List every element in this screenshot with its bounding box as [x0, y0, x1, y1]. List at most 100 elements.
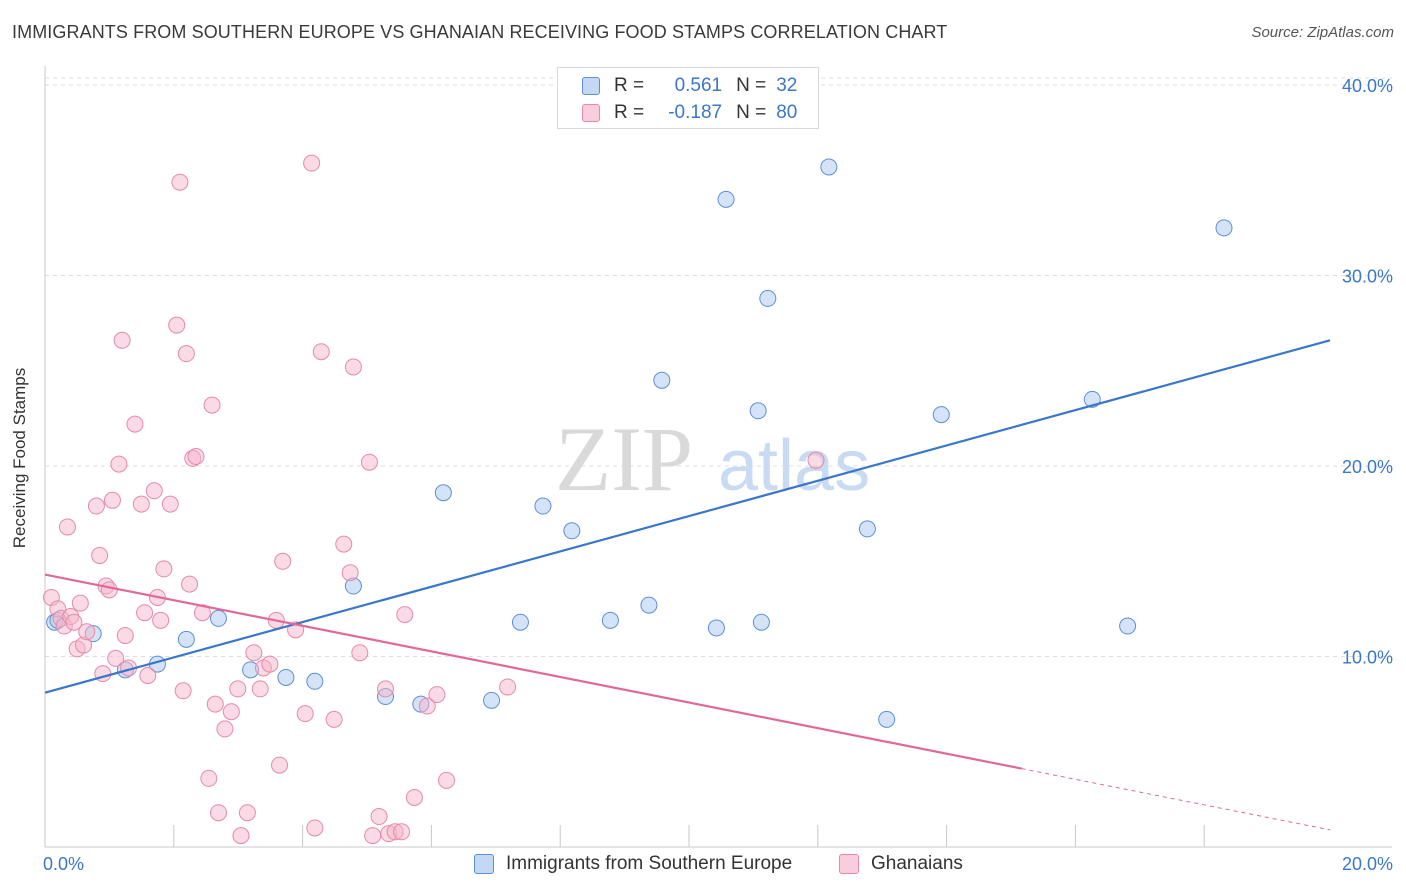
- data-point-pink: [438, 771, 456, 789]
- data-point-blue: [511, 613, 529, 631]
- data-point-pink: [344, 358, 362, 376]
- trend-line-extension-pink: [1021, 768, 1331, 831]
- data-point-pink: [209, 804, 227, 822]
- series-legend-label-pink: Ghanaians: [871, 853, 963, 874]
- trend-layer: [44, 339, 1331, 831]
- data-point-blue: [749, 402, 767, 420]
- legend-row-pink: R = -0.187 N = 80: [582, 100, 798, 126]
- series-legend-blue: Immigrants from Southern Europe: [474, 852, 792, 876]
- data-point-pink: [360, 453, 378, 471]
- data-point-pink: [296, 705, 314, 723]
- chart-title: IMMIGRANTS FROM SOUTHERN EUROPE VS GHANA…: [12, 22, 948, 42]
- data-point-pink: [216, 720, 234, 738]
- data-point-blue: [277, 668, 295, 686]
- data-point-pink: [187, 448, 205, 465]
- y-tick-label: 30.0%: [1342, 267, 1393, 287]
- data-point-pink: [396, 606, 414, 624]
- watermark-atlas: atlas: [718, 426, 870, 506]
- data-point-blue: [563, 522, 581, 540]
- data-point-pink: [206, 695, 224, 713]
- data-point-blue: [177, 630, 195, 648]
- data-point-pink: [807, 451, 825, 469]
- x-tick-label: 0.0%: [43, 854, 84, 874]
- data-point-pink: [232, 827, 250, 845]
- data-point-pink: [274, 552, 292, 570]
- data-point-blue: [707, 619, 725, 637]
- data-point-pink: [177, 345, 195, 363]
- data-point-blue: [483, 691, 501, 709]
- data-point-blue: [820, 158, 838, 176]
- legend-swatch-blue: [582, 77, 600, 95]
- data-point-blue: [759, 289, 777, 307]
- trend-line-pink: [44, 573, 1022, 770]
- y-axis-label: Receiving Food Stamps: [10, 367, 29, 549]
- data-point-blue: [534, 497, 552, 515]
- data-point-pink: [418, 697, 436, 715]
- data-point-pink: [251, 680, 269, 698]
- series-legend-swatch-blue: [474, 854, 494, 874]
- data-point-blue: [1215, 219, 1233, 237]
- data-point-pink: [200, 769, 218, 787]
- data-point-pink: [428, 686, 446, 704]
- data-point-pink: [78, 623, 96, 641]
- data-point-pink: [116, 627, 134, 645]
- data-point-pink: [136, 604, 154, 622]
- data-point-pink: [152, 611, 170, 629]
- data-point-pink: [364, 827, 382, 845]
- data-point-pink: [238, 804, 256, 822]
- y-tick-label: 20.0%: [1342, 457, 1393, 477]
- data-point-pink: [351, 644, 369, 662]
- data-point-blue: [209, 609, 227, 627]
- data-point-blue: [752, 613, 770, 631]
- data-point-pink: [325, 710, 343, 728]
- tick-labels: 10.0% 20.0% 30.0% 40.0% 0.0% 20.0%: [43, 76, 1393, 874]
- legend-n-value: 32: [776, 75, 798, 96]
- data-point-pink: [91, 547, 109, 565]
- data-point-pink: [303, 154, 321, 172]
- data-point-pink: [229, 680, 247, 698]
- y-tick-label: 10.0%: [1342, 648, 1393, 668]
- data-point-pink: [110, 455, 128, 473]
- legend-r-label: R =: [614, 102, 645, 123]
- data-point-pink: [341, 564, 359, 582]
- data-point-pink: [139, 667, 157, 685]
- series-legend-pink: Ghanaians: [839, 852, 963, 876]
- data-point-pink: [261, 655, 279, 673]
- data-point-pink: [155, 560, 173, 578]
- data-point-pink: [87, 497, 105, 515]
- data-point-pink: [393, 823, 411, 841]
- legend-r-label: R =: [614, 75, 645, 96]
- data-point-pink: [499, 678, 517, 696]
- data-point-pink: [132, 495, 150, 513]
- data-point-pink: [245, 644, 263, 662]
- grid-layer: [45, 77, 1392, 658]
- legend-swatch-pink: [582, 104, 600, 122]
- x-tick-label: 20.0%: [1342, 854, 1393, 874]
- data-point-pink: [181, 575, 199, 593]
- data-point-pink: [370, 808, 388, 826]
- data-point-blue: [858, 520, 876, 538]
- data-point-pink: [126, 415, 144, 433]
- source-label: Source: ZipAtlas.com: [1251, 24, 1394, 41]
- data-point-pink: [161, 495, 179, 513]
- data-point-pink: [312, 343, 330, 361]
- data-point-pink: [107, 649, 125, 667]
- data-point-pink: [103, 491, 121, 509]
- data-point-pink: [168, 316, 186, 334]
- y-tick-label: 40.0%: [1342, 76, 1393, 96]
- watermark-zip: ZIP: [555, 408, 693, 510]
- legend-n-label: N =: [736, 75, 767, 96]
- data-point-pink: [306, 819, 324, 837]
- data-point-pink: [65, 613, 83, 631]
- data-point-blue: [434, 484, 452, 502]
- legend-r-value: -0.187: [668, 102, 723, 123]
- data-point-pink: [58, 518, 76, 536]
- axis-layer: [44, 66, 1392, 848]
- legend-n-value: 80: [776, 102, 798, 123]
- data-point-pink: [377, 680, 395, 698]
- data-point-blue: [932, 406, 950, 424]
- data-point-pink: [222, 703, 240, 721]
- data-point-pink: [405, 788, 423, 806]
- data-point-pink: [271, 756, 289, 774]
